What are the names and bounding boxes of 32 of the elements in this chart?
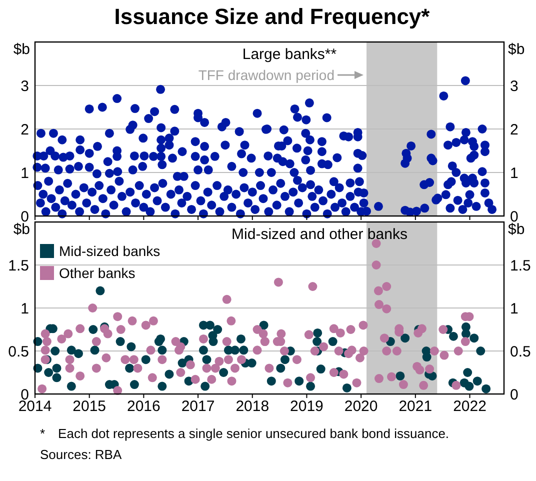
chart-subtitle: Large banks** [242,46,337,63]
legend-label: Mid-sized banks [59,243,160,259]
source-note: Sources: RBA [40,447,122,462]
y2-axis-title: $b [508,41,525,58]
x-tick-label: 2018 [236,398,270,415]
chart-title: Issuance Size and Frequency* [114,4,430,29]
y-tick-label: 1.5 [8,257,29,274]
x-tick-label: 2017 [181,398,215,415]
y-axis-title: $b [13,221,30,238]
y2-tick-label: 3 [510,78,518,95]
x-tick-label: 2020 [344,398,378,415]
x-tick-label: 2021 [398,398,432,415]
x-tick-label: 2019 [290,398,324,415]
y-tick-label: 1 [20,300,29,318]
y-tick-label: 3 [20,78,29,95]
y-tick-label: 2 [20,121,29,138]
y-tick-label: 1 [20,164,29,182]
y2-tick-label: 1 [510,300,518,318]
chart-title: Mid-sized and other banks [232,226,408,243]
y-tick-label: 0.5 [8,343,29,360]
text: * Each dot represents a single senior unsecured bank bond issuance. [40,426,450,441]
x-tick-label: 2022 [453,398,486,415]
band-label: TFF drawdown period [198,67,335,83]
y2-tick-label: 0.5 [510,343,531,360]
x-tick-label: 2016 [127,398,160,415]
legend-label: Other banks [59,265,136,281]
y-axis-title: $b [13,41,30,58]
x-tick-label: 2015 [72,398,106,415]
y2-tick-label: 2 [510,121,518,138]
y2-tick-label: 1.5 [510,257,531,274]
y2-tick-label: 1 [510,164,518,182]
y2-tick-label: 0 [510,386,518,404]
